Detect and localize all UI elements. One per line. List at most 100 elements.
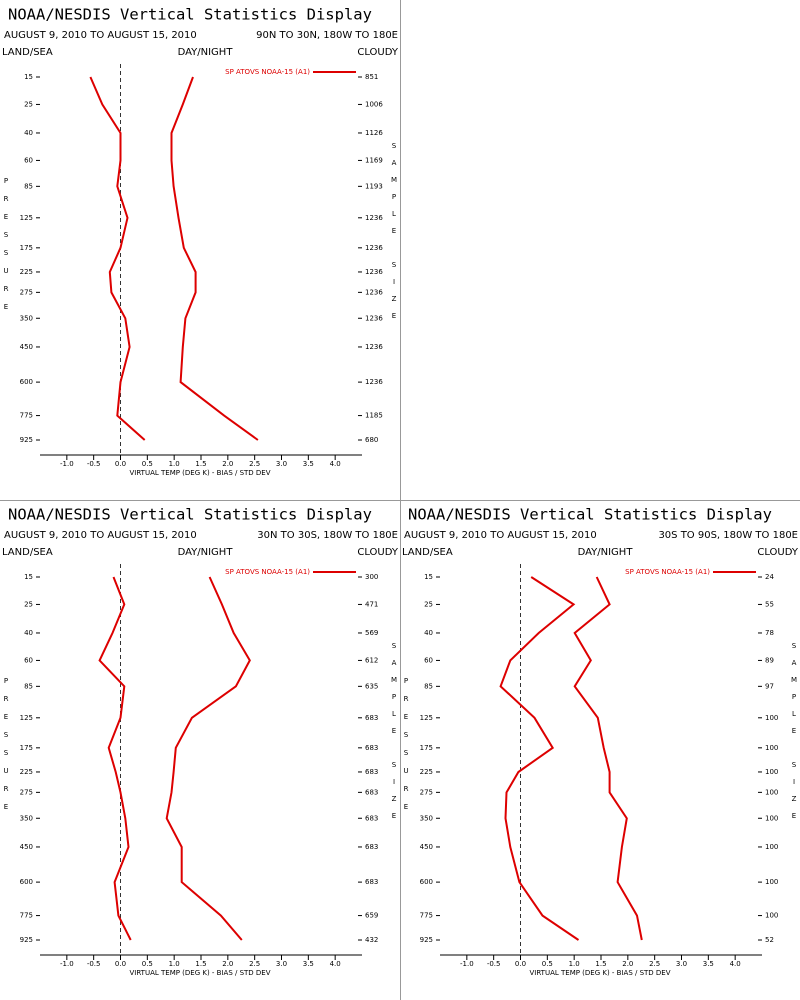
- x-tick-label: -1.0: [60, 460, 74, 468]
- x-tick-label: 1.0: [169, 960, 180, 968]
- x-axis-label: VIRTUAL TEMP (DEG K) - BIAS / STD DEV: [129, 469, 270, 477]
- y-tick-label: 450: [20, 343, 33, 351]
- x-tick-label: 1.0: [569, 960, 580, 968]
- y-tick-label: 40: [24, 129, 33, 137]
- chart-panel: NOAA/NESDIS Vertical Statistics Display A…: [2, 6, 399, 478]
- sample-size: 683: [365, 843, 378, 851]
- legend-label: SP ATOVS NOAA-15 (A1): [625, 568, 710, 576]
- y-tick-label: 125: [20, 214, 33, 222]
- sample-size: 683: [365, 814, 378, 822]
- day-night: DAY/NIGHT: [178, 47, 234, 58]
- y-tick-label: 40: [24, 629, 33, 637]
- x-tick-label: 2.0: [622, 960, 633, 968]
- x-tick-label: -1.0: [460, 960, 474, 968]
- y-tick-label: 350: [20, 314, 33, 322]
- x-tick-label: 3.0: [276, 960, 287, 968]
- sample-size: 78: [765, 629, 774, 637]
- sample-size: 683: [365, 714, 378, 722]
- cloudy: CLOUDY: [757, 547, 799, 558]
- x-tick-label: 0.0: [115, 960, 126, 968]
- chart-panel: NOAA/NESDIS Vertical Statistics Display A…: [2, 506, 399, 978]
- sample-size: 1126: [365, 129, 383, 137]
- x-tick-label: 3.5: [303, 960, 314, 968]
- y-tick-label: 275: [20, 288, 33, 296]
- sample-size: 659: [365, 912, 378, 920]
- x-tick-label: 0.5: [542, 960, 553, 968]
- y-tick-label: 175: [20, 244, 33, 252]
- legend-label: SP ATOVS NOAA-15 (A1): [225, 68, 310, 76]
- sample-size: 100: [765, 878, 778, 886]
- x-tick-label: 3.5: [303, 460, 314, 468]
- y-tick-label: 350: [420, 814, 433, 822]
- y-tick-label: 225: [20, 268, 33, 276]
- x-tick-label: 1.0: [169, 460, 180, 468]
- std-dev-line: [573, 576, 643, 941]
- y-tick-label: 225: [420, 768, 433, 776]
- y-tick-label: 25: [24, 600, 33, 608]
- y-tick-label: 775: [420, 912, 433, 920]
- sample-size: 683: [365, 788, 378, 796]
- y-tick-label: 25: [24, 100, 33, 108]
- sample-size: 100: [765, 843, 778, 851]
- y-tick-label: 450: [420, 843, 433, 851]
- legend-label: SP ATOVS NOAA-15 (A1): [225, 568, 310, 576]
- chart-panel: NOAA/NESDIS Vertical Statistics Display A…: [402, 506, 799, 978]
- x-tick-label: 2.5: [649, 960, 660, 968]
- sample-size: 1236: [365, 314, 383, 322]
- x-tick-label: 1.5: [195, 960, 206, 968]
- sample-size: 97: [765, 682, 774, 690]
- y-tick-label: 775: [20, 912, 33, 920]
- x-tick-label: 0.0: [115, 460, 126, 468]
- y-tick-label: 225: [20, 768, 33, 776]
- x-tick-label: 1.5: [595, 960, 606, 968]
- sample-size: 1236: [365, 214, 383, 222]
- chart-title: NOAA/NESDIS Vertical Statistics Display: [8, 6, 372, 24]
- x-tick-label: 4.0: [330, 460, 341, 468]
- x-tick-label: 0.0: [515, 960, 526, 968]
- land-sea: LAND/SEA: [2, 547, 53, 558]
- y-tick-label: 350: [20, 814, 33, 822]
- region: 90N TO 30N, 180W TO 180E: [256, 30, 398, 41]
- sample-size: 569: [365, 629, 378, 637]
- y-tick-label: 85: [24, 182, 33, 190]
- y-tick-label: 275: [20, 788, 33, 796]
- sample-size: 100: [765, 912, 778, 920]
- x-tick-label: 2.0: [222, 960, 233, 968]
- x-axis-label: VIRTUAL TEMP (DEG K) - BIAS / STD DEV: [529, 969, 670, 977]
- y-tick-label: 925: [20, 936, 33, 944]
- bias-line: [89, 76, 146, 441]
- sample-size: 100: [765, 768, 778, 776]
- y-tick-label: 600: [20, 378, 33, 386]
- y-tick-label: 275: [420, 788, 433, 796]
- x-tick-label: 2.5: [249, 460, 260, 468]
- region: 30N TO 30S, 180W TO 180E: [257, 530, 398, 541]
- x-tick-label: 4.0: [330, 960, 341, 968]
- std-dev-line: [165, 576, 251, 941]
- sample-size: 1236: [365, 288, 383, 296]
- sample-size: 100: [765, 744, 778, 752]
- land-sea: LAND/SEA: [2, 47, 53, 58]
- x-tick-label: -0.5: [487, 960, 501, 968]
- land-sea: LAND/SEA: [402, 547, 453, 558]
- sample-size: 1236: [365, 378, 383, 386]
- y-tick-label: 175: [420, 744, 433, 752]
- x-tick-label: 2.0: [222, 460, 233, 468]
- std-dev-line: [170, 76, 259, 441]
- x-tick-label: 0.5: [142, 960, 153, 968]
- y-tick-label: 85: [424, 682, 433, 690]
- x-tick-label: 0.5: [142, 460, 153, 468]
- sample-size: 100: [765, 788, 778, 796]
- sample-size: 55: [765, 600, 774, 608]
- y-tick-label: 925: [20, 436, 33, 444]
- y-tick-label: 40: [424, 629, 433, 637]
- sample-size: 683: [365, 768, 378, 776]
- sample-size: 1236: [365, 268, 383, 276]
- sample-size: 432: [365, 936, 378, 944]
- chart-title: NOAA/NESDIS Vertical Statistics Display: [8, 506, 372, 524]
- sample-size: 1193: [365, 182, 383, 190]
- subtitle: AUGUST 9, 2010 TO AUGUST 15, 2010: [4, 530, 197, 541]
